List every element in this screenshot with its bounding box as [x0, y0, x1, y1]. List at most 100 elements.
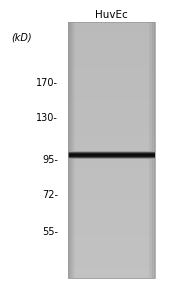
- Bar: [68, 200, 155, 201]
- Bar: [68, 206, 155, 208]
- Bar: [68, 157, 155, 158]
- Bar: [68, 214, 155, 215]
- Bar: [68, 75, 155, 76]
- Bar: [68, 266, 155, 267]
- Bar: [68, 143, 155, 145]
- Bar: [68, 42, 155, 43]
- Bar: [68, 82, 155, 84]
- Bar: [68, 136, 155, 137]
- Bar: [68, 180, 155, 181]
- Bar: [68, 163, 155, 164]
- Bar: [68, 91, 155, 92]
- Bar: [68, 106, 155, 108]
- Bar: [68, 232, 155, 233]
- Bar: [68, 112, 155, 113]
- Bar: [68, 148, 155, 150]
- Bar: [68, 268, 155, 269]
- Bar: [150, 22, 151, 278]
- Bar: [68, 72, 155, 74]
- Text: HuvEc: HuvEc: [95, 10, 127, 20]
- Bar: [68, 27, 155, 28]
- Bar: [68, 188, 155, 190]
- Bar: [154, 22, 155, 278]
- Bar: [68, 227, 155, 228]
- Bar: [149, 22, 150, 278]
- Bar: [68, 209, 155, 210]
- Bar: [68, 244, 155, 245]
- Text: 130-: 130-: [36, 113, 58, 123]
- Bar: [68, 249, 155, 250]
- Bar: [72, 22, 73, 278]
- Bar: [68, 32, 155, 33]
- Bar: [68, 76, 155, 77]
- Bar: [68, 141, 155, 142]
- Bar: [68, 263, 155, 265]
- Bar: [68, 149, 155, 151]
- Bar: [68, 262, 155, 263]
- Bar: [68, 102, 155, 104]
- Bar: [148, 22, 149, 278]
- Bar: [71, 22, 72, 278]
- Bar: [151, 22, 152, 278]
- Bar: [68, 175, 155, 176]
- Bar: [68, 156, 155, 157]
- Bar: [68, 96, 155, 98]
- Bar: [68, 70, 155, 72]
- Bar: [68, 236, 155, 238]
- Bar: [68, 77, 155, 79]
- Bar: [68, 251, 155, 253]
- Bar: [68, 159, 155, 161]
- Bar: [74, 22, 75, 278]
- Bar: [152, 22, 153, 278]
- Bar: [68, 78, 155, 80]
- Bar: [68, 95, 155, 97]
- Bar: [68, 36, 155, 37]
- Bar: [153, 22, 154, 278]
- Bar: [68, 239, 155, 240]
- Bar: [68, 114, 155, 116]
- Bar: [68, 47, 155, 48]
- Bar: [68, 168, 155, 169]
- Bar: [68, 108, 155, 110]
- Bar: [68, 155, 155, 157]
- Bar: [68, 166, 155, 168]
- Bar: [68, 176, 155, 178]
- Bar: [68, 32, 155, 34]
- Bar: [68, 194, 155, 195]
- Bar: [68, 98, 155, 99]
- Bar: [68, 231, 155, 232]
- Bar: [68, 82, 155, 83]
- Bar: [68, 216, 155, 217]
- Bar: [68, 255, 155, 256]
- Bar: [68, 217, 155, 218]
- Bar: [68, 62, 155, 64]
- Bar: [68, 170, 155, 172]
- Bar: [68, 154, 155, 155]
- Bar: [68, 131, 155, 133]
- Bar: [68, 63, 155, 64]
- Bar: [68, 64, 155, 65]
- Bar: [68, 211, 155, 212]
- Bar: [68, 55, 155, 57]
- Bar: [68, 218, 155, 220]
- Bar: [149, 22, 150, 278]
- Bar: [68, 176, 155, 177]
- Bar: [68, 265, 155, 267]
- Bar: [68, 142, 155, 144]
- Bar: [68, 139, 155, 140]
- Bar: [68, 267, 155, 268]
- Bar: [68, 52, 155, 53]
- Bar: [74, 22, 75, 278]
- Bar: [68, 223, 155, 224]
- Bar: [68, 160, 155, 162]
- Bar: [68, 264, 155, 266]
- Text: 72-: 72-: [42, 190, 58, 200]
- Bar: [68, 69, 155, 70]
- Bar: [151, 22, 152, 278]
- Bar: [68, 252, 155, 254]
- Bar: [68, 198, 155, 199]
- Bar: [68, 132, 155, 134]
- Bar: [68, 274, 155, 276]
- Bar: [68, 89, 155, 91]
- Bar: [68, 35, 155, 36]
